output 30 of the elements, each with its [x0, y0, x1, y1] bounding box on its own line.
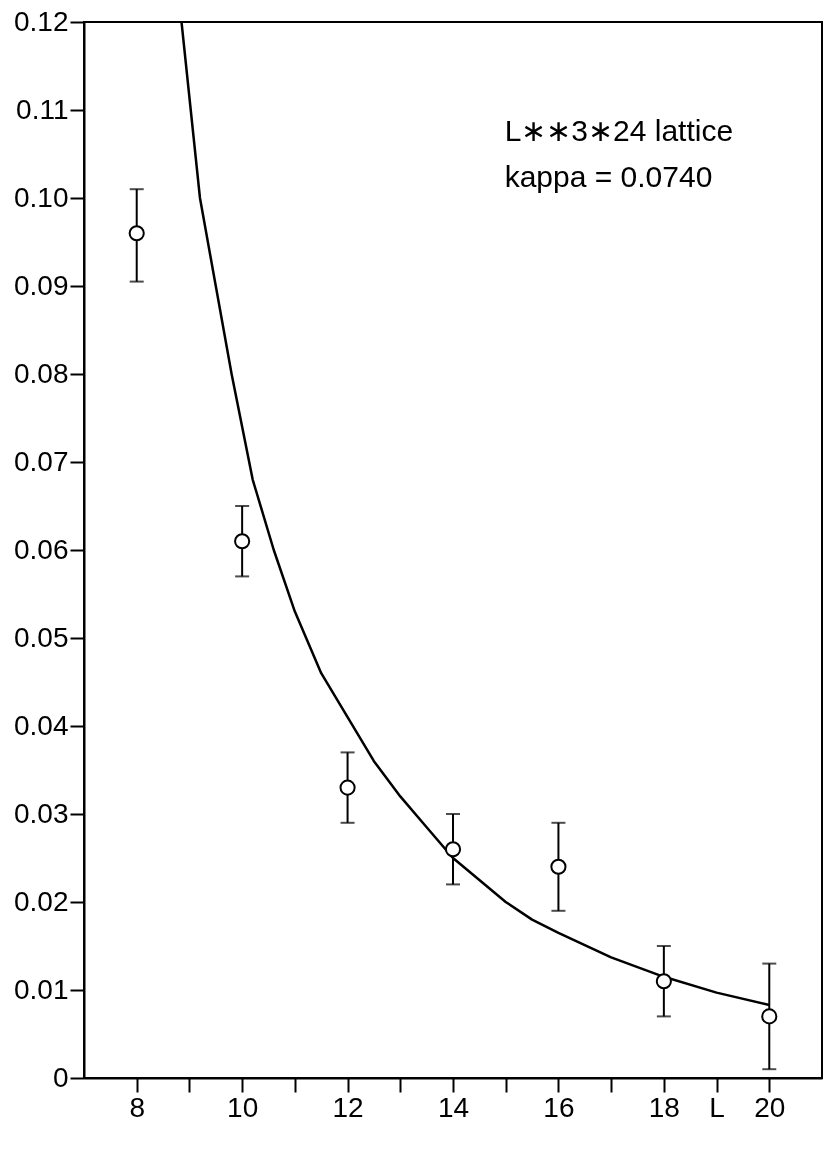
y-tick-label: 0.04: [14, 709, 69, 741]
point: [444, 841, 462, 858]
annotation: kappa = 0.0740: [504, 160, 713, 193]
y-tick-label: 0.03: [14, 797, 69, 829]
x-tick-label: 20: [754, 1091, 786, 1123]
y-tick-label: 0.10: [14, 181, 69, 213]
x-axis-title: L: [709, 1091, 725, 1123]
point: [339, 779, 356, 796]
point: [655, 973, 672, 990]
x-tick-label: 8: [129, 1091, 145, 1123]
x-tick-label: 10: [227, 1091, 259, 1123]
point: [128, 225, 145, 242]
point: [234, 533, 251, 550]
y-tick-label: 0: [52, 1061, 69, 1093]
annotation: L∗∗3∗24 lattice: [504, 114, 734, 147]
x-tick-label: 16: [543, 1091, 575, 1123]
point: [761, 1008, 778, 1025]
y-tick-label: 0.02: [14, 885, 69, 917]
y-tick-label: 0.08: [14, 357, 69, 389]
y-tick-label: 0.11: [16, 93, 69, 125]
x-tick-label: 18: [648, 1091, 680, 1123]
y-tick-label: 0.01: [14, 973, 69, 1005]
y-tick-label: 0.09: [14, 269, 69, 301]
y-tick-label: 0.05: [14, 621, 69, 653]
y-tick-label: 0.12: [14, 5, 69, 37]
point: [550, 858, 567, 875]
y-tick-label: 0.06: [14, 533, 69, 565]
x-tick-label: 12: [332, 1091, 364, 1123]
y-tick-label: 0.07: [14, 445, 69, 477]
x-tick-label: 14: [437, 1091, 470, 1123]
